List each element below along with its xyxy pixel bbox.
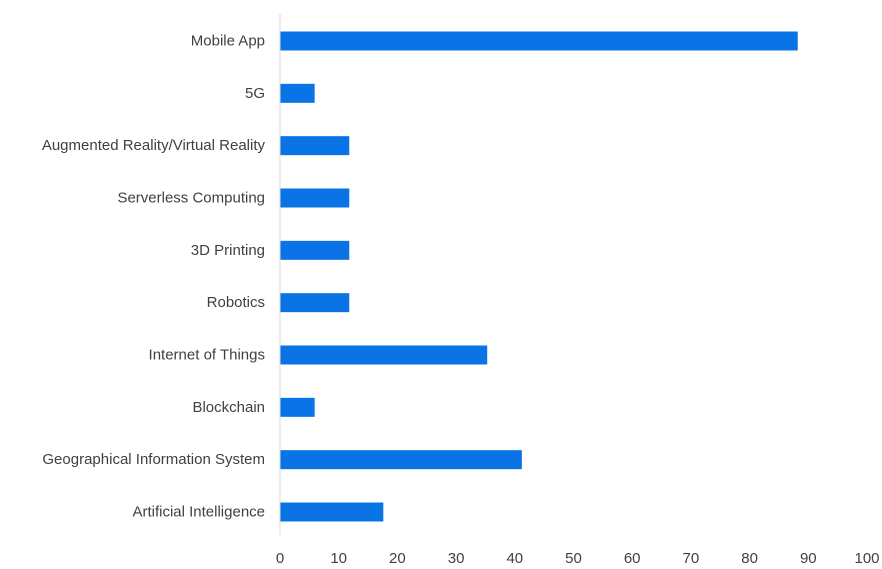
x-tick-label: 80	[741, 550, 758, 564]
category-label-artificial-intelligence: Artificial Intelligence	[132, 504, 265, 521]
bar-augmented-reality-virtual-reality	[280, 136, 350, 156]
x-tick-label: 20	[389, 550, 406, 564]
category-label-serverless-computing: Serverless Computing	[117, 190, 265, 207]
x-tick-label: 90	[800, 550, 817, 564]
category-label-internet-of-things: Internet of Things	[149, 347, 265, 364]
x-tick-label: 50	[565, 550, 582, 564]
x-tick-label: 40	[506, 550, 523, 564]
bar-serverless-computing	[280, 188, 350, 208]
x-axis-ticks: 0 10 20 30 40 50 60 70 80 90 100	[276, 550, 880, 567]
bar-blockchain	[280, 397, 315, 417]
category-label-mobile-app: Mobile App	[191, 33, 265, 50]
category-label-robotics: Robotics	[207, 294, 265, 311]
x-tick-label: 100	[854, 550, 879, 564]
bar-mobile-app	[280, 31, 798, 51]
bar-artificial-intelligence	[280, 502, 384, 522]
bar-internet-of-things	[280, 345, 488, 365]
bar-robotics	[280, 293, 350, 313]
bar-5g	[280, 83, 315, 103]
x-tick-label: 30	[448, 550, 465, 564]
x-tick-label: 60	[624, 550, 641, 564]
bar-geographical-information-system	[280, 450, 522, 470]
x-tick-label: 10	[330, 550, 347, 564]
category-label-geographical-information-system: Geographical Information System	[42, 451, 265, 468]
x-tick-label: 70	[683, 550, 700, 564]
bars-group	[280, 31, 798, 522]
category-label-blockchain: Blockchain	[192, 399, 265, 416]
category-labels: Mobile App 5G Augmented Reality/Virtual Re…	[42, 33, 266, 521]
category-label-5g: 5G	[245, 85, 265, 102]
bar-3d-printing	[280, 240, 350, 260]
category-label-augmented-reality-virtual-reality: Augmented Reality/Virtual Reality	[42, 137, 266, 154]
category-label-3d-printing: 3D Printing	[191, 242, 265, 259]
x-tick-label: 0	[276, 550, 284, 564]
